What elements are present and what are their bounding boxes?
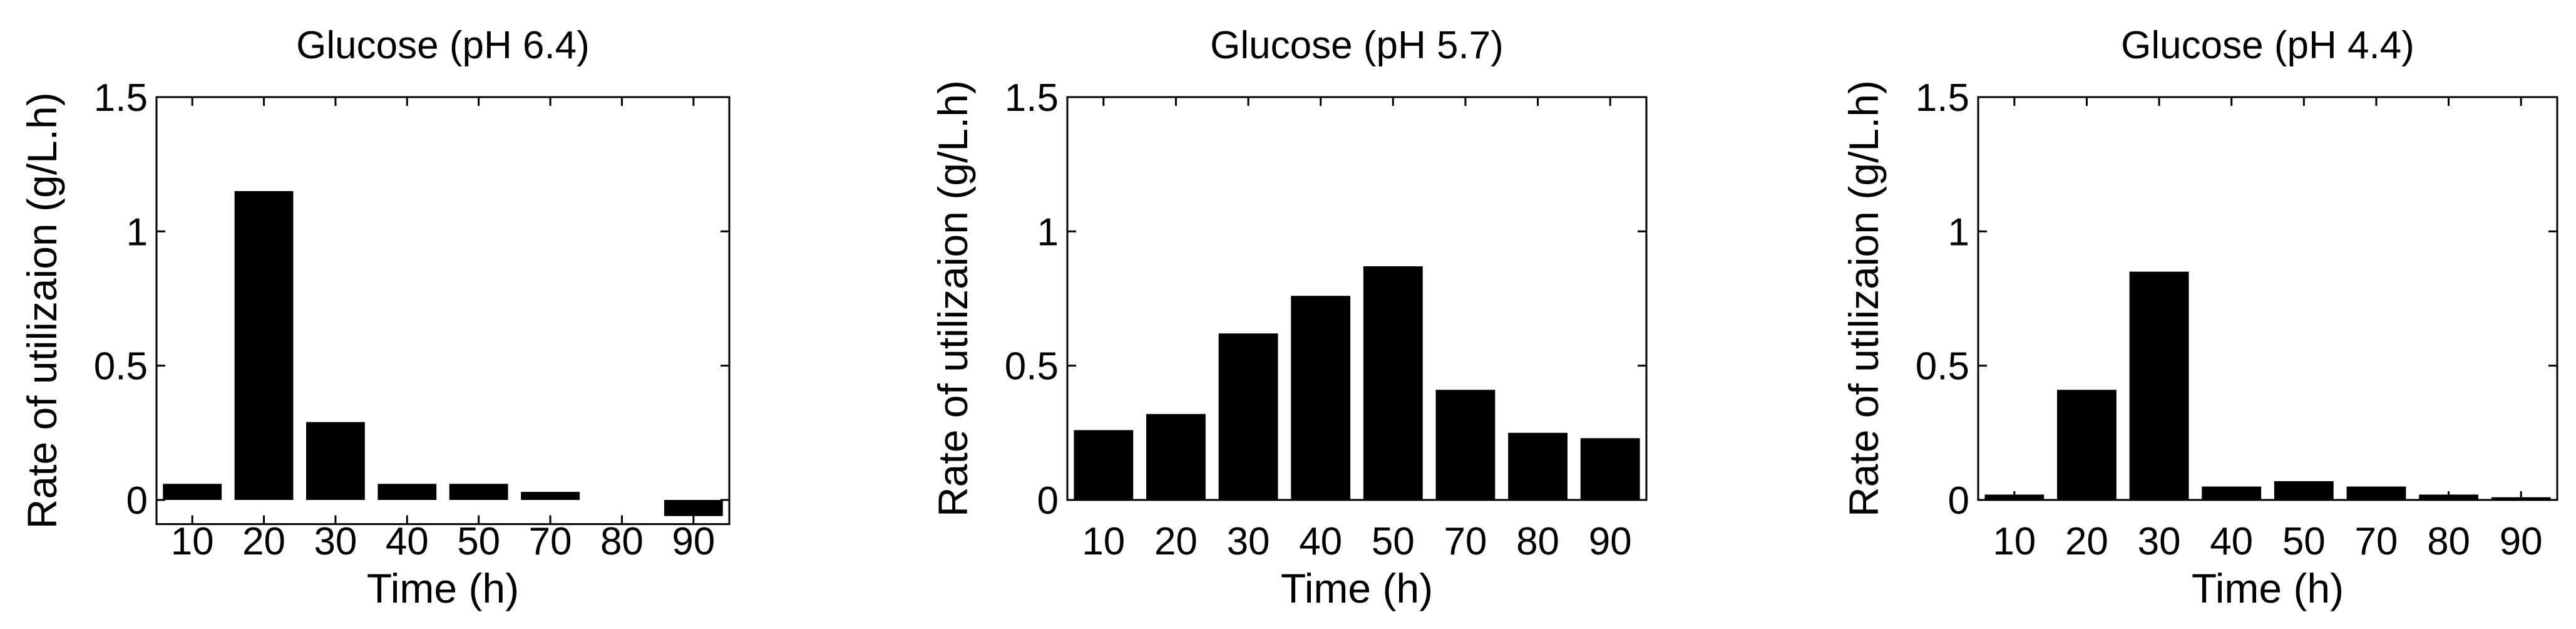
x-tick-label: 70 xyxy=(1444,520,1487,563)
bar xyxy=(1363,266,1423,500)
chart-1: 0 0.5 1 1.5 10 20 30 40 50 70 80 90 Glucose (pH 6.4)… xyxy=(19,24,731,611)
chart-title: Glucose (pH 4.4) xyxy=(2121,24,2414,67)
plot-area xyxy=(155,96,731,526)
bar xyxy=(449,484,508,500)
bar xyxy=(2057,390,2117,500)
x-tick-label: 80 xyxy=(2427,520,2470,563)
y-axis-label: Rate of utilizaion (g/L.h) xyxy=(19,92,65,529)
x-tick-label: 10 xyxy=(171,520,214,563)
y-tick-label: 1.5 xyxy=(94,76,148,120)
chart-title: Glucose (pH 6.4) xyxy=(296,24,590,67)
x-tick-label: 20 xyxy=(2065,520,2108,563)
bar xyxy=(2129,271,2189,500)
x-tick-label: 80 xyxy=(600,520,644,563)
y-tick-label: 1 xyxy=(126,211,148,254)
x-tick-label: 10 xyxy=(1082,520,1125,563)
bar xyxy=(163,484,222,500)
chart-3: 0 0.5 1 1.5 10 20 30 40 50 70 80 90 Glucose (pH 4.4)… xyxy=(1840,24,2558,611)
x-tick-label: 90 xyxy=(672,520,715,563)
x-tick-label: 30 xyxy=(314,520,357,563)
x-tick-label: 70 xyxy=(529,520,572,563)
bar xyxy=(1435,390,1496,500)
x-axis-label: Time (h) xyxy=(2192,565,2344,611)
x-tick-label: 80 xyxy=(1516,520,1559,563)
bar xyxy=(377,484,437,500)
plot-area xyxy=(1977,96,2558,501)
x-tick-label: 90 xyxy=(2500,520,2543,563)
y-tick-label: 1 xyxy=(1948,211,1969,254)
x-axis-label: Time (h) xyxy=(1281,565,1433,611)
bar xyxy=(1218,333,1278,500)
bar xyxy=(1580,438,1640,500)
bar xyxy=(1146,413,1206,500)
plot-area xyxy=(1066,96,1648,501)
y-tick-label: 1.5 xyxy=(1005,76,1059,120)
x-tick-label: 50 xyxy=(2282,520,2326,563)
chart-title: Glucose (pH 5.7) xyxy=(1210,24,1504,67)
x-tick-label: 10 xyxy=(1993,520,2036,563)
x-tick-label: 30 xyxy=(2138,520,2181,563)
y-axis-label: Rate of utilizaion (g/L.h) xyxy=(930,80,976,517)
y-tick-label: 1.5 xyxy=(1916,76,1969,120)
bar xyxy=(1291,296,1351,500)
x-tick-label: 20 xyxy=(242,520,285,563)
x-tick-label: 50 xyxy=(1372,520,1415,563)
y-tick-label: 0.5 xyxy=(1005,345,1059,388)
x-tick-label: 90 xyxy=(1589,520,1632,563)
bar xyxy=(1508,432,1568,500)
y-tick-label: 0 xyxy=(126,479,148,522)
y-tick-label: 0.5 xyxy=(94,345,148,388)
bar xyxy=(521,492,580,500)
y-tick-label: 0.5 xyxy=(1916,345,1969,388)
chart-2: 0 0.5 1 1.5 10 20 30 40 50 70 80 90 Glucose (pH 5.7)… xyxy=(930,24,1648,611)
x-tick-label: 30 xyxy=(1227,520,1270,563)
bar xyxy=(234,191,294,500)
y-axis-label: Rate of utilizaion (g/L.h) xyxy=(1840,80,1887,517)
x-tick-label: 70 xyxy=(2354,520,2398,563)
bar xyxy=(306,422,365,500)
y-tick-label: 0 xyxy=(1948,479,1969,522)
x-tick-label: 40 xyxy=(386,520,429,563)
y-tick-label: 1 xyxy=(1037,211,1059,254)
x-tick-label: 20 xyxy=(1154,520,1198,563)
y-tick-label: 0 xyxy=(1037,479,1059,522)
x-tick-label: 40 xyxy=(1299,520,1342,563)
bar xyxy=(1074,430,1134,500)
x-tick-label: 50 xyxy=(457,520,500,563)
bar xyxy=(664,500,723,516)
x-axis-label: Time (h) xyxy=(367,565,519,611)
x-tick-label: 40 xyxy=(2210,520,2253,563)
